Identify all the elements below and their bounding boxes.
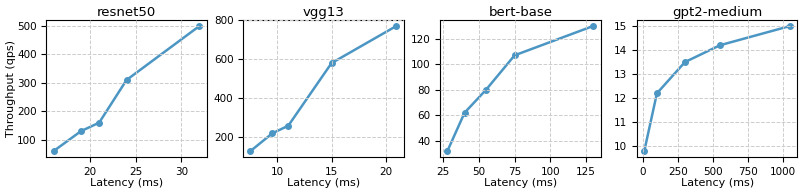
X-axis label: Latency (ms): Latency (ms)	[483, 178, 556, 188]
Y-axis label: Throughput (qps): Throughput (qps)	[6, 40, 15, 137]
Title: vgg13: vgg13	[302, 6, 344, 19]
Title: bert-base: bert-base	[487, 6, 552, 19]
X-axis label: Latency (ms): Latency (ms)	[680, 178, 753, 188]
X-axis label: Latency (ms): Latency (ms)	[90, 178, 163, 188]
X-axis label: Latency (ms): Latency (ms)	[287, 178, 360, 188]
Title: gpt2-medium: gpt2-medium	[671, 6, 761, 19]
Title: resnet50: resnet50	[97, 6, 156, 19]
